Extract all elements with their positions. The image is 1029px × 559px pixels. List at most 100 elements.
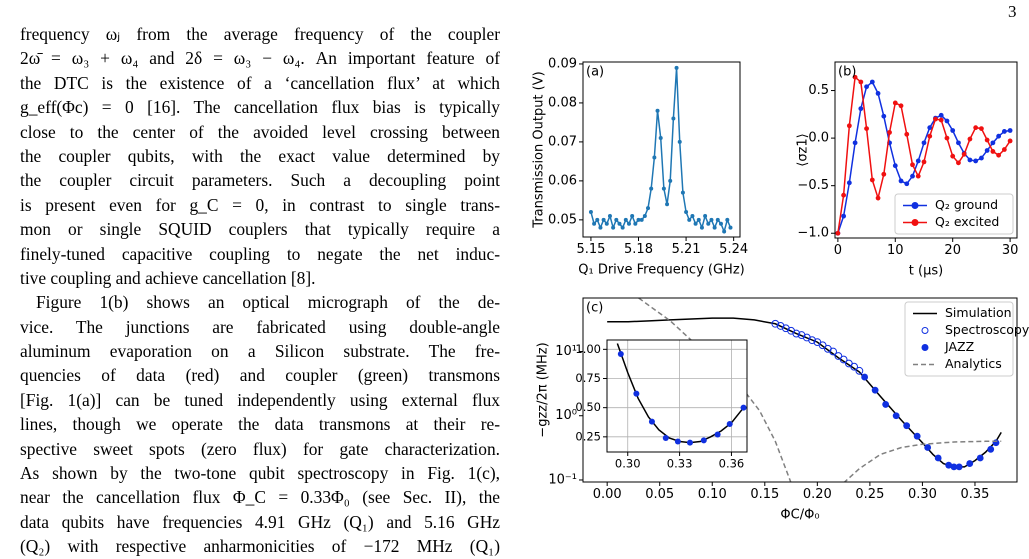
- text-line: vice. The junctions are fabricated using…: [20, 316, 500, 337]
- data-point: [887, 130, 892, 135]
- data-point: [592, 221, 597, 226]
- text-line: lines, though we operate the data transm…: [20, 414, 500, 435]
- axes-frame: [834, 61, 1018, 239]
- text-line: Figure 1(b) shows an optical micrograph …: [36, 292, 500, 313]
- data-point: [950, 153, 956, 159]
- y-axis-label: −gzz/2π (MHz): [536, 342, 551, 437]
- data-point: [728, 225, 733, 230]
- y-tick-label: 0.09: [548, 56, 577, 71]
- x-tick-label: 5.24: [719, 242, 748, 257]
- y-tick-label: 10⁻¹: [548, 472, 577, 487]
- data-point: [680, 190, 685, 195]
- data-point: [956, 140, 961, 146]
- data-point: [861, 373, 869, 381]
- data-point: [910, 162, 915, 168]
- legend-label: Simulation: [945, 305, 1012, 320]
- data-point: [696, 217, 701, 222]
- data-point: [626, 221, 631, 226]
- data-point: [700, 437, 707, 444]
- text-line: data qubits have frequencies 4.91 GHz (Q…: [20, 511, 500, 532]
- data-point: [990, 140, 996, 146]
- text-line: frequency ωⱼ from the average frequency …: [20, 24, 500, 44]
- text-line: the coupler circuit parameters. Such a d…: [20, 170, 500, 191]
- x-tick-label: 0: [834, 243, 842, 258]
- data-point: [726, 421, 733, 427]
- data-point: [921, 159, 927, 165]
- text-line: [Fig. 1(a)] can be tuned independently u…: [20, 389, 500, 410]
- data-point: [604, 221, 609, 226]
- data-point: [630, 213, 635, 218]
- data-point: [984, 137, 990, 143]
- data-point: [620, 225, 625, 230]
- data-point: [601, 217, 606, 222]
- data-point: [655, 108, 660, 113]
- data-point: [617, 351, 624, 357]
- x-axis-label: Q₁ Drive Frequency (GHz): [578, 263, 744, 278]
- y-tick-label: 0.08: [548, 95, 577, 110]
- data-point: [617, 221, 622, 226]
- y-tick-label: 10⁰: [555, 408, 577, 423]
- panel-label: (c): [586, 301, 603, 316]
- y-tick-label: 1.00: [575, 342, 601, 356]
- data-point: [966, 460, 974, 467]
- data-point: [864, 126, 869, 131]
- data-point: [924, 444, 932, 451]
- data-point: [614, 217, 619, 222]
- data-point: [915, 158, 921, 164]
- data-point: [1007, 128, 1013, 133]
- data-point: [898, 103, 904, 109]
- data-point: [950, 463, 958, 471]
- plot-area: [835, 74, 1013, 236]
- data-point: [892, 163, 898, 169]
- data-point: [665, 202, 670, 207]
- panel-label: (a): [586, 65, 604, 80]
- data-point: [871, 386, 879, 394]
- data-point: [668, 178, 673, 183]
- data-point: [913, 432, 921, 440]
- legend-marker: [921, 327, 929, 334]
- text-line: spective sweet spots (zero flux) for gat…: [20, 438, 500, 459]
- text-line: tive coupling and achieve cancellation […: [20, 267, 316, 288]
- data-point: [976, 454, 984, 462]
- data-point: [1007, 138, 1013, 144]
- data-point: [996, 133, 1002, 139]
- data-point: [944, 118, 950, 124]
- x-tick-label: 0.35: [960, 487, 989, 502]
- x-tick-label: 0.15: [750, 487, 779, 502]
- data-point: [927, 133, 933, 139]
- y-tick-label: 0.05: [548, 212, 577, 227]
- text-line: close to the center of the avoided level…: [20, 121, 500, 142]
- data-point: [841, 192, 847, 198]
- data-point: [938, 112, 944, 118]
- data-point: [661, 186, 666, 191]
- data-point: [858, 106, 864, 112]
- axes-frame: [582, 61, 741, 238]
- data-point: [961, 151, 967, 157]
- plot-area: [588, 65, 733, 234]
- data-point: [722, 229, 727, 234]
- data-point: [776, 322, 785, 330]
- data-point: [852, 74, 858, 80]
- data-point: [892, 100, 898, 106]
- text-line: near the cancellation flux Φ_C = 0.33Φ₀ …: [20, 487, 500, 508]
- data-point: [881, 171, 887, 177]
- panel-label: (b): [838, 65, 856, 80]
- data-point: [646, 206, 651, 211]
- x-tick-label: 0.00: [593, 487, 622, 502]
- data-point: [915, 173, 921, 179]
- x-tick-label: 0.30: [615, 456, 641, 470]
- axes-frame: [582, 297, 1018, 483]
- data-point: [858, 79, 864, 85]
- data-point: [623, 217, 628, 222]
- data-point: [588, 210, 593, 215]
- y-tick-label: 10¹: [555, 344, 577, 359]
- data-point: [674, 438, 681, 445]
- axes-frame: [606, 339, 748, 453]
- text-line: 2ω̄ = ω₃ + ω₄ and 2δ = ω₃ − ω₄. An impor…: [20, 48, 500, 69]
- text-line: mon or single SQUID couplers that typica…: [20, 219, 500, 240]
- data-point: [835, 230, 841, 236]
- data-point: [850, 362, 859, 371]
- x-tick-label: 0.05: [645, 487, 674, 502]
